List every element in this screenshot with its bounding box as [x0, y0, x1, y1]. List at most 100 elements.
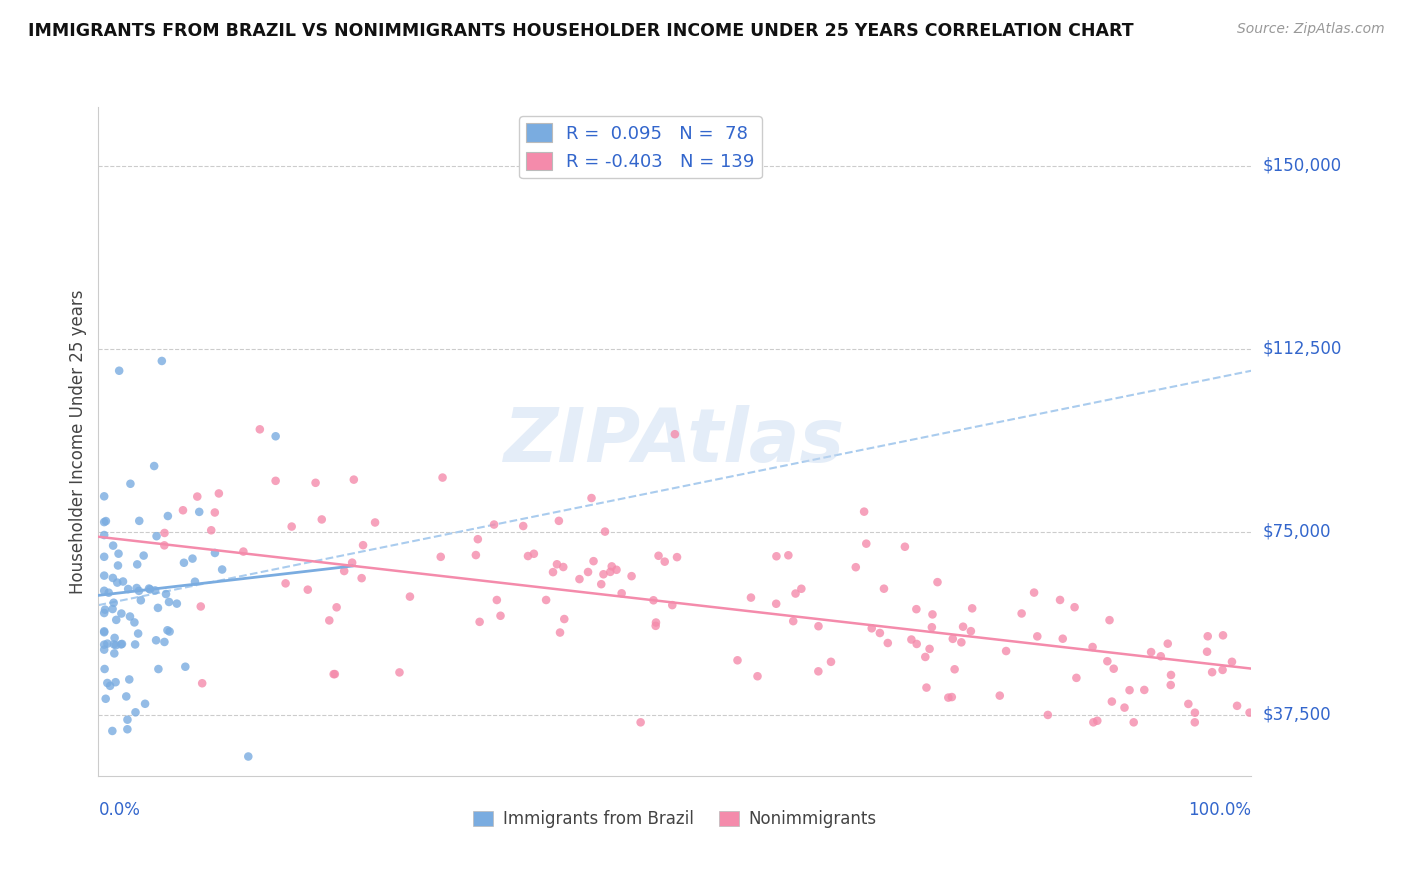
Point [1150, 649, 1173, 664]
Point [94, 514, 117, 528]
Point [111, 574, 134, 589]
Point [1157, 637, 1180, 651]
Point [1022, 585, 1045, 599]
Point [517, 549, 540, 563]
Point [873, 582, 896, 596]
Point [727, 653, 749, 667]
Point [1133, 682, 1156, 697]
Point [512, 519, 534, 533]
Point [1118, 683, 1140, 698]
Point [1226, 698, 1249, 713]
Point [274, 576, 297, 591]
Point [576, 565, 599, 579]
Point [1197, 629, 1219, 643]
Point [860, 621, 883, 635]
Point [145, 633, 167, 648]
Point [186, 490, 208, 504]
Point [388, 665, 411, 680]
Point [936, 690, 959, 705]
Point [1140, 645, 1163, 659]
Point [134, 697, 156, 711]
Point [343, 473, 366, 487]
Legend: Immigrants from Brazil, Nonimmigrants: Immigrants from Brazil, Nonimmigrants [467, 804, 883, 835]
Point [647, 549, 669, 563]
Point [101, 723, 124, 738]
Point [124, 637, 146, 651]
Point [1220, 655, 1243, 669]
Point [153, 525, 176, 540]
Point [93, 515, 115, 529]
Point [110, 607, 132, 621]
Point [876, 636, 898, 650]
Point [93, 606, 115, 620]
Point [921, 620, 943, 634]
Point [150, 354, 173, 368]
Point [1114, 700, 1136, 714]
Point [523, 547, 546, 561]
Point [181, 551, 204, 566]
Point [855, 536, 877, 550]
Point [132, 549, 155, 563]
Y-axis label: Householder Income Under 25 years: Householder Income Under 25 years [69, 289, 87, 594]
Point [93, 549, 115, 564]
Point [159, 624, 181, 639]
Point [333, 564, 356, 578]
Point [894, 540, 917, 554]
Point [350, 571, 373, 585]
Point [145, 529, 167, 543]
Point [592, 567, 614, 582]
Point [352, 538, 374, 552]
Point [93, 662, 115, 676]
Point [105, 613, 128, 627]
Point [103, 647, 125, 661]
Text: $112,500: $112,500 [1263, 340, 1341, 358]
Point [399, 590, 422, 604]
Point [593, 524, 616, 539]
Point [297, 582, 319, 597]
Point [960, 624, 983, 639]
Point [101, 539, 124, 553]
Point [1026, 629, 1049, 643]
Point [174, 659, 197, 673]
Point [1201, 665, 1223, 680]
Point [747, 669, 769, 683]
Point [1184, 715, 1206, 730]
Point [1081, 640, 1104, 654]
Point [943, 662, 966, 676]
Point [155, 587, 177, 601]
Point [553, 560, 575, 574]
Point [782, 614, 804, 628]
Point [110, 637, 132, 651]
Point [853, 505, 876, 519]
Point [905, 637, 928, 651]
Point [111, 637, 134, 651]
Point [905, 602, 928, 616]
Point [1085, 714, 1108, 728]
Point [591, 577, 613, 591]
Point [148, 662, 170, 676]
Point [107, 558, 129, 573]
Point [117, 713, 139, 727]
Point [93, 625, 115, 640]
Point [1049, 593, 1071, 607]
Point [778, 549, 800, 563]
Point [96, 676, 118, 690]
Point [96, 637, 118, 651]
Point [103, 596, 125, 610]
Point [104, 675, 127, 690]
Point [599, 565, 621, 579]
Point [941, 690, 963, 704]
Point [153, 538, 176, 552]
Point [581, 491, 603, 505]
Point [664, 427, 686, 442]
Point [921, 607, 943, 622]
Point [942, 632, 965, 646]
Point [534, 593, 557, 607]
Point [139, 582, 162, 597]
Point [117, 723, 139, 737]
Point [249, 422, 271, 436]
Point [184, 574, 207, 589]
Point [125, 581, 148, 595]
Point [93, 583, 115, 598]
Text: 0.0%: 0.0% [98, 801, 141, 819]
